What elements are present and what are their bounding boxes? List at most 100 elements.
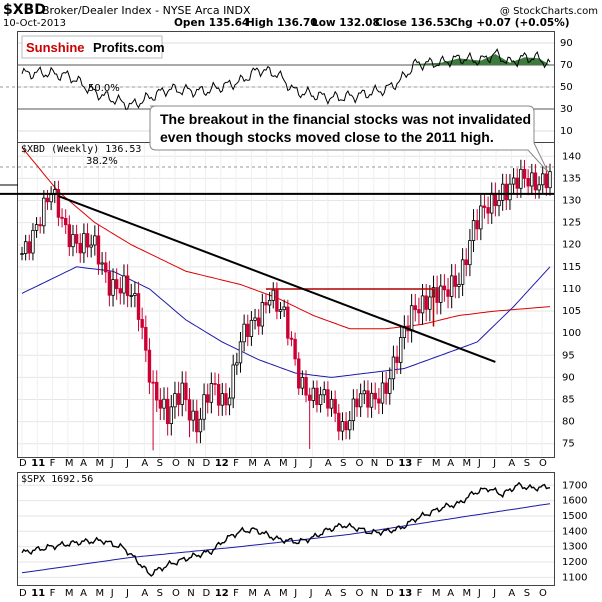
month-label-top: M xyxy=(248,458,257,469)
month-axis: DD1111FFMMAAMMJJJJAASSOONNDD1212FFMMAAMM… xyxy=(19,458,547,599)
candle-body xyxy=(391,356,396,380)
logo-sunshine: Sunshine xyxy=(26,40,85,55)
month-label-top: M xyxy=(95,458,104,469)
month-label-top: N xyxy=(371,458,378,469)
candle-body xyxy=(519,168,523,189)
candle-body xyxy=(140,319,144,328)
candle-body xyxy=(165,398,170,425)
candle-body xyxy=(213,383,217,385)
month-label-top: F xyxy=(233,458,239,469)
month-label-top: S xyxy=(340,458,346,469)
candle-body xyxy=(147,349,152,383)
rsi-tick-label: 10 xyxy=(560,126,573,137)
callout-line-1: The breakout in the financial stocks was… xyxy=(160,111,531,127)
candle-body xyxy=(114,279,119,289)
candle-body xyxy=(256,317,261,327)
candle-body xyxy=(348,420,352,431)
candle-body xyxy=(289,337,294,340)
candle-body xyxy=(89,244,93,248)
month-label-bottom: 11 xyxy=(31,588,45,599)
month-label-bottom: A xyxy=(80,588,87,599)
candle-body xyxy=(271,289,275,301)
candle-body xyxy=(380,382,385,404)
candle-body xyxy=(31,229,35,254)
spx-tick-label: 1400 xyxy=(562,526,587,537)
spx-tick-label: 1100 xyxy=(562,572,587,583)
candle-body xyxy=(27,241,31,254)
candle-body xyxy=(67,224,72,248)
header-low: Low 132.08 xyxy=(312,17,380,29)
month-label-bottom: O xyxy=(355,588,363,599)
month-label-top: D xyxy=(386,458,394,469)
rsi-tick-label: 90 xyxy=(560,38,573,49)
candle-body xyxy=(184,382,188,401)
spx-tick-label: 1500 xyxy=(562,511,587,522)
header-chg: Chg +0.07 (+0.05%) xyxy=(450,17,570,29)
candle-body xyxy=(238,341,243,364)
price-tick-label: 120 xyxy=(562,240,581,251)
rsi-line xyxy=(21,48,551,110)
month-label-bottom: S xyxy=(157,588,163,599)
candle-body xyxy=(508,183,512,201)
rsi-tick-label: 50 xyxy=(560,82,573,93)
candle-body xyxy=(468,240,472,266)
candle-body xyxy=(71,234,75,248)
month-label-bottom: F xyxy=(233,588,239,599)
candle-body xyxy=(526,178,530,187)
rsi-tick-label: 30 xyxy=(560,104,573,115)
month-label-top: D xyxy=(203,458,211,469)
candle-body xyxy=(413,305,417,310)
month-label-bottom: M xyxy=(65,588,74,599)
month-label-top: D xyxy=(19,458,27,469)
price-tick-label: 105 xyxy=(562,306,581,317)
candle-body xyxy=(340,421,345,432)
month-label-top: A xyxy=(447,458,454,469)
declining-trendline xyxy=(58,195,496,363)
candle-body xyxy=(278,309,283,312)
candle-body xyxy=(23,241,28,254)
month-label-top: S xyxy=(157,458,163,469)
candle-body xyxy=(220,393,224,406)
candle-body xyxy=(446,289,450,297)
month-label-bottom: 12 xyxy=(215,588,229,599)
candle-body xyxy=(548,171,552,189)
month-label-bottom: J xyxy=(309,588,313,599)
candle-body xyxy=(42,197,46,227)
candle-body xyxy=(544,173,549,189)
candle-body xyxy=(246,323,250,337)
candle-body xyxy=(362,390,366,395)
month-label-top: A xyxy=(141,458,148,469)
month-label-bottom: D xyxy=(386,588,394,599)
candle-body xyxy=(169,406,173,425)
candle-body xyxy=(417,309,421,314)
candle-body xyxy=(490,192,494,214)
month-label-top: J xyxy=(309,458,313,469)
month-label-bottom: J xyxy=(293,588,297,599)
candle-body xyxy=(355,398,359,408)
month-label-bottom: O xyxy=(539,588,547,599)
candle-body xyxy=(493,192,498,207)
candle-body xyxy=(195,410,199,433)
spx-tick-label: 1700 xyxy=(562,480,587,491)
candle-body xyxy=(511,177,516,185)
price-tick-label: 100 xyxy=(562,328,581,339)
candle-body xyxy=(224,393,228,406)
candle-body xyxy=(38,224,42,227)
candle-body xyxy=(275,289,279,312)
candle-body xyxy=(522,168,527,179)
candle-body xyxy=(85,233,90,248)
month-label-bottom: 13 xyxy=(398,588,412,599)
month-label-top: O xyxy=(355,458,363,469)
candle-body xyxy=(107,271,112,296)
month-label-top: M xyxy=(65,458,74,469)
header-close: Close 136.53 xyxy=(375,17,451,29)
candle-body xyxy=(151,381,155,384)
price-layer: 140 135 130 125 120 115 110 105 100 95 90 85 80 75 38.… xyxy=(0,143,581,457)
price-tick-label: 85 xyxy=(562,395,575,406)
month-label-bottom: J xyxy=(110,588,114,599)
candle-body xyxy=(344,421,348,431)
month-label-bottom: A xyxy=(447,588,454,599)
candle-body xyxy=(373,392,377,400)
header-high: High 136.70 xyxy=(246,17,318,29)
